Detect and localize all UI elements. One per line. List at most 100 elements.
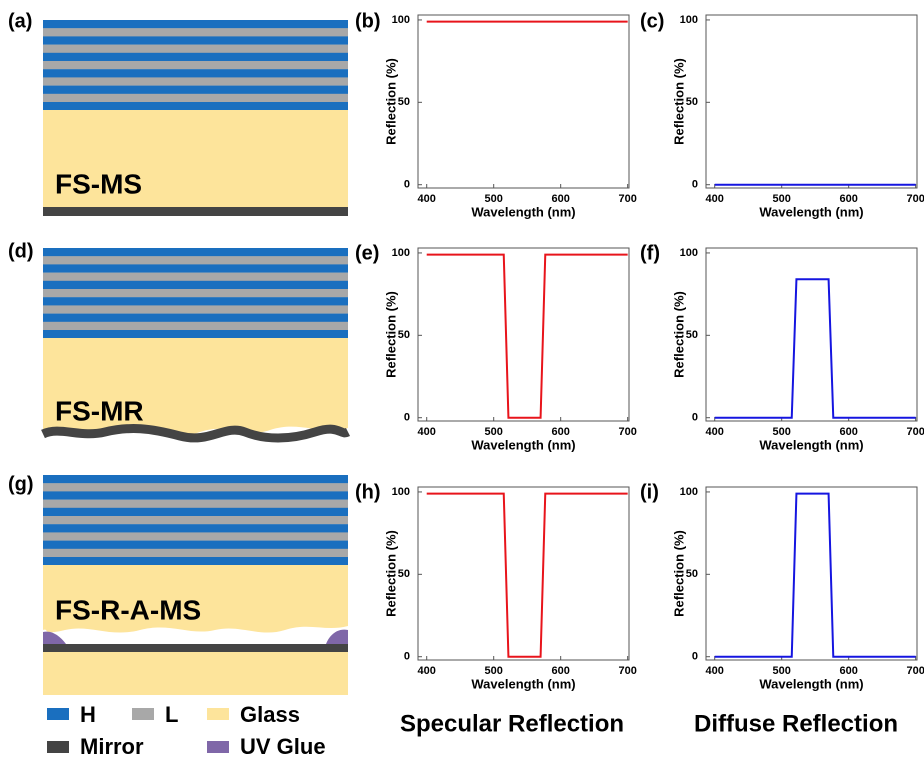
x-tick-label: 500 xyxy=(485,665,503,677)
legend-swatch xyxy=(47,741,69,753)
panel-label: (h) xyxy=(355,481,381,503)
layer-h xyxy=(43,248,348,257)
x-tick-label: 700 xyxy=(618,426,636,438)
glass xyxy=(43,565,348,633)
mirror xyxy=(43,644,348,652)
y-axis-title: Reflection (%) xyxy=(383,291,398,378)
layer-h xyxy=(43,69,348,78)
layer-h xyxy=(43,264,348,273)
x-axis-title: Wavelength (nm) xyxy=(471,204,575,219)
legend-label: Mirror xyxy=(80,734,144,759)
y-tick-label: 0 xyxy=(404,179,410,191)
y-tick-label: 50 xyxy=(686,568,698,580)
x-tick-label: 500 xyxy=(773,426,791,438)
layer-h xyxy=(43,20,348,29)
uv-glue xyxy=(326,629,348,644)
layer-h xyxy=(43,540,348,549)
layer-h xyxy=(43,557,348,566)
mirror xyxy=(43,207,348,216)
line-series xyxy=(714,278,916,419)
x-tick-label: 500 xyxy=(485,426,503,438)
x-axis-title: Wavelength (nm) xyxy=(471,437,575,452)
y-tick-label: 50 xyxy=(398,96,410,108)
layer-h xyxy=(43,491,348,500)
x-tick-label: 700 xyxy=(618,193,636,205)
y-axis-title: Reflection (%) xyxy=(671,58,686,145)
diagrams xyxy=(43,20,348,566)
layer-l xyxy=(43,483,348,492)
legend-swatch xyxy=(132,708,154,720)
x-tick-label: 400 xyxy=(706,426,724,438)
layer-l xyxy=(43,532,348,541)
legend-swatch xyxy=(207,708,229,720)
plot-frame xyxy=(705,14,918,189)
glass xyxy=(43,110,348,207)
panel-label: (b) xyxy=(355,10,381,32)
glass xyxy=(43,338,348,436)
legend-label: H xyxy=(80,702,96,727)
layer-h xyxy=(43,313,348,322)
y-tick-label: 100 xyxy=(392,14,410,26)
layer-h xyxy=(43,475,348,484)
legend-label: L xyxy=(165,702,178,727)
layer-h xyxy=(43,330,348,339)
legend-swatch xyxy=(207,741,229,753)
x-axis-title: Wavelength (nm) xyxy=(759,676,863,691)
line-series xyxy=(714,492,916,658)
panel-label: (f) xyxy=(640,242,660,264)
column-title: Specular Reflection xyxy=(400,710,624,737)
x-tick-label: 700 xyxy=(906,426,924,438)
x-tick-label: 600 xyxy=(839,665,857,677)
y-axis-title: Reflection (%) xyxy=(671,291,686,378)
y-tick-label: 50 xyxy=(686,96,698,108)
layer-h xyxy=(43,297,348,306)
legend-swatch xyxy=(47,708,69,720)
layer-l xyxy=(43,44,348,53)
y-axis-title: Reflection (%) xyxy=(383,58,398,145)
legend-label: UV Glue xyxy=(240,734,326,759)
x-tick-label: 400 xyxy=(706,665,724,677)
y-tick-label: 100 xyxy=(680,486,698,498)
y-tick-label: 0 xyxy=(692,412,698,424)
layer-l xyxy=(43,61,348,70)
plot-frame xyxy=(417,247,630,422)
x-tick-label: 500 xyxy=(773,665,791,677)
x-tick-label: 400 xyxy=(706,193,724,205)
x-tick-label: 600 xyxy=(551,665,569,677)
layer-h xyxy=(43,524,348,533)
layer-l xyxy=(43,289,348,298)
diagram-label: FS-MR xyxy=(55,395,144,426)
y-axis-title: Reflection (%) xyxy=(383,530,398,617)
layer-h xyxy=(43,52,348,62)
x-tick-label: 600 xyxy=(839,426,857,438)
line-series xyxy=(426,253,628,419)
x-tick-label: 700 xyxy=(906,193,924,205)
panel-label: (i) xyxy=(640,481,659,503)
y-axis-title: Reflection (%) xyxy=(671,530,686,617)
plot-frame xyxy=(417,486,630,661)
y-tick-label: 100 xyxy=(680,247,698,259)
x-tick-label: 600 xyxy=(551,426,569,438)
x-tick-label: 400 xyxy=(418,665,436,677)
column-title: Diffuse Reflection xyxy=(694,710,898,737)
layer-l xyxy=(43,499,348,508)
layer-h xyxy=(43,102,348,111)
x-tick-label: 500 xyxy=(485,193,503,205)
x-tick-label: 400 xyxy=(418,426,436,438)
plot-frame xyxy=(705,486,918,661)
mirror xyxy=(41,424,351,443)
y-tick-label: 50 xyxy=(686,329,698,341)
layer-l xyxy=(43,93,348,103)
legend-label: Glass xyxy=(240,702,300,727)
y-tick-label: 0 xyxy=(692,179,698,191)
x-axis-title: Wavelength (nm) xyxy=(471,676,575,691)
plot-frame xyxy=(705,247,918,422)
panel-label: (d) xyxy=(8,240,34,262)
layer-l xyxy=(43,516,348,525)
x-tick-label: 600 xyxy=(839,193,857,205)
y-tick-label: 100 xyxy=(392,486,410,498)
y-tick-label: 100 xyxy=(680,14,698,26)
x-tick-label: 600 xyxy=(551,193,569,205)
layer-h xyxy=(43,85,348,94)
